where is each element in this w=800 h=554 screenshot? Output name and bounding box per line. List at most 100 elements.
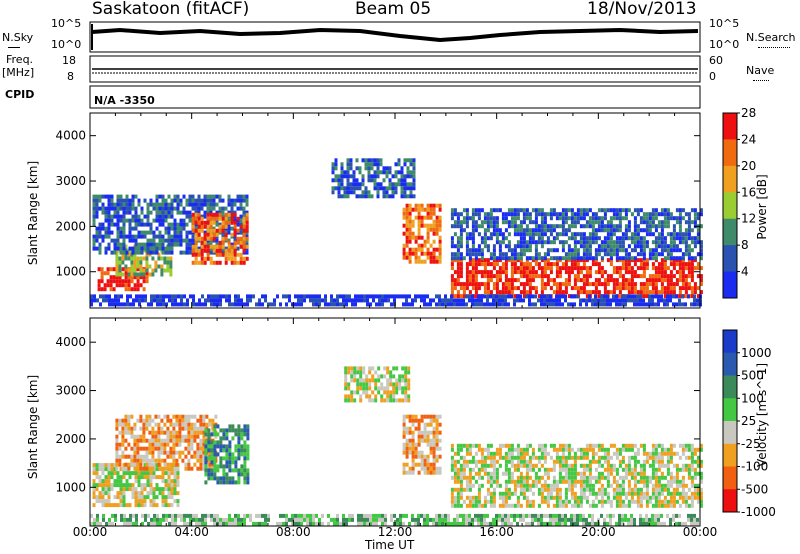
data-cell [98,483,102,488]
data-cell [383,366,387,371]
data-cell [537,503,541,508]
data-cell [669,262,673,267]
data-cell [405,203,409,208]
data-cell [133,422,137,427]
data-cell [105,294,108,299]
data-cell [525,495,529,500]
data-cell [133,283,137,288]
data-cell [157,422,161,427]
data-cell [96,298,99,303]
data-cell [624,471,628,476]
data-cell [176,202,180,207]
data-cell [224,248,228,253]
data-cell [367,170,371,175]
data-cell [552,278,556,283]
data-cell [187,418,191,423]
data-cell [347,370,351,375]
data-cell [570,224,574,229]
data-cell [221,252,225,257]
data-cell [209,216,213,221]
data-cell [444,294,447,299]
data-cell [366,298,369,303]
data-cell [642,459,646,464]
data-cell [567,252,571,257]
data-cell [489,262,493,267]
data-cell [465,294,468,299]
data-cell [579,244,583,249]
data-cell [630,266,634,271]
data-cell [146,475,150,480]
data-cell [477,208,481,213]
data-cell [142,287,146,292]
data-cell [157,430,161,435]
data-cell [405,426,409,431]
data-cell [334,178,338,183]
data-cell [678,262,682,267]
data-cell [167,503,171,508]
data-cell [411,442,415,447]
data-cell [492,479,496,484]
data-cell [498,483,502,488]
data-cell [558,443,562,448]
data-cell [576,290,580,295]
data-cell [101,222,105,227]
data-cell [474,256,478,261]
data-cell [555,455,559,460]
data-cell [621,244,625,249]
data-cell [513,286,517,291]
data-cell [522,451,526,456]
data-cell [101,471,105,476]
data-cell [573,240,577,245]
data-cell [95,202,99,207]
data-cell [139,454,143,459]
data-cell [438,223,442,228]
data-cell [234,468,238,473]
data-cell [477,491,481,496]
data-cell [636,294,639,299]
data-cell [516,240,520,245]
data-cell [486,451,490,456]
data-cell [567,483,571,488]
data-cell [204,480,208,485]
data-cell [597,479,601,484]
data-cell [549,483,553,488]
data-cell [474,208,478,213]
data-cell [110,250,114,255]
data-cell [191,234,195,239]
data-cell [591,240,595,245]
data-cell [242,228,246,233]
data-cell [213,294,216,299]
data-cell [104,230,108,235]
data-cell [645,483,649,488]
data-cell [654,290,658,295]
data-cell [576,216,580,221]
data-cell [137,222,141,227]
data-cell [176,483,180,488]
data-cell [543,220,547,225]
data-cell [246,476,250,481]
data-cell [468,443,472,448]
data-cell [412,186,416,191]
data-cell [456,216,460,221]
data-cell [546,212,550,217]
data-cell [543,216,547,221]
data-cell [639,248,643,253]
data-cell [187,438,191,443]
data-cell [639,228,643,233]
data-cell [411,219,415,224]
data-cell [669,232,673,237]
data-cell [600,499,604,504]
data-cell [618,491,622,496]
data-cell [107,483,111,488]
data-cell [609,240,613,245]
data-cell [612,224,616,229]
data-cell [133,268,137,273]
data-cell [555,302,558,307]
data-cell [197,246,201,251]
data-cell [669,252,673,257]
data-cell [600,220,604,225]
data-cell [166,462,170,467]
data-cell [386,394,390,399]
data-cell [591,491,595,496]
data-cell [92,234,96,239]
